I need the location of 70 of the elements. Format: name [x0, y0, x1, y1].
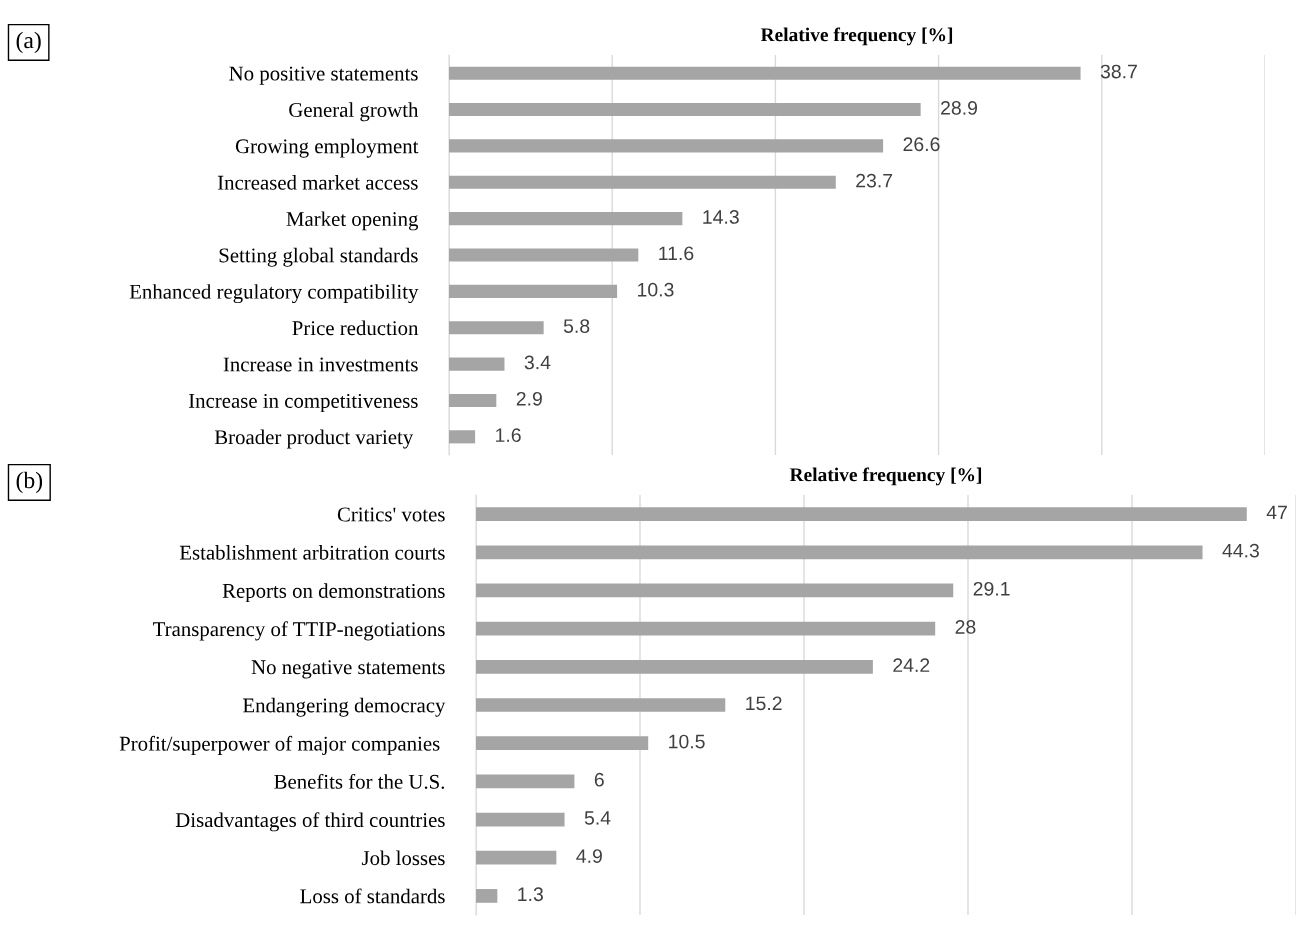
y-tick-label: Increased market access	[217, 175, 418, 190]
data-label: 29.1	[973, 581, 1010, 596]
bar	[449, 248, 639, 262]
chart-title: Relative frequency [%]	[789, 467, 982, 486]
bar	[449, 284, 618, 298]
bar	[476, 889, 498, 903]
text: (b)	[16, 471, 43, 494]
data-label: 10.5	[669, 734, 705, 749]
y-tick-label: No negative statements	[251, 660, 445, 679]
bar	[449, 175, 836, 189]
data-label: 15.2	[746, 696, 782, 711]
y-tick-label: Loss of standards	[300, 888, 445, 904]
bar	[449, 357, 505, 371]
y-tick-label: Endangering democracy	[243, 697, 446, 717]
bar	[476, 698, 726, 712]
bar	[449, 430, 476, 444]
y-tick-label: Enhanced regulatory compatibility	[129, 284, 419, 304]
y-tick-label: Profit/superpower of major companies	[119, 735, 440, 755]
bar	[449, 66, 1081, 80]
y-tick-label: Establishment arbitration courts	[179, 545, 445, 560]
y-tick-label: Increase in investments	[223, 357, 418, 372]
y-tick-label: Job losses	[361, 850, 445, 866]
bar	[476, 621, 936, 636]
data-label: 14.3	[703, 210, 739, 224]
bar	[476, 850, 557, 865]
data-label: 1.3	[518, 887, 543, 902]
y-tick-label: Price reduction	[292, 320, 419, 336]
data-label: 47	[1266, 505, 1287, 520]
data-label: 5.8	[563, 319, 590, 333]
bar	[449, 139, 884, 153]
y-tick-label: Market opening	[286, 211, 419, 231]
bar	[476, 774, 575, 789]
y-tick-label: Setting global standards	[219, 247, 418, 267]
text: (a)	[16, 31, 41, 54]
bar	[476, 812, 565, 827]
y-tick-label: Growing employment	[235, 138, 419, 158]
y-tick-label: Disadvantages of third countries	[175, 812, 445, 832]
y-tick-label: No positive statements	[229, 66, 418, 85]
data-label: 5.4	[584, 811, 611, 825]
bar	[449, 103, 921, 117]
y-tick-label: Reports on demonstrations	[222, 583, 445, 603]
bar	[449, 212, 683, 226]
data-label: 6	[594, 772, 604, 787]
bar	[476, 507, 1247, 521]
data-label: 1.6	[496, 428, 521, 443]
y-tick-label: Increase in competitiveness	[188, 393, 418, 413]
y-tick-label: General growth	[289, 102, 419, 122]
y-tick-label: Transparency of TTIP-negotiations	[153, 621, 445, 641]
bar	[476, 583, 954, 598]
data-label: 2.9	[516, 391, 542, 406]
data-label: 28	[955, 620, 976, 634]
bar	[449, 393, 497, 407]
bar	[476, 736, 649, 751]
data-label: 24.2	[893, 658, 930, 672]
y-tick-label: Benefits for the U.S.	[274, 773, 445, 789]
data-label: 4.9	[576, 849, 602, 863]
data-label: 38.7	[1100, 64, 1137, 79]
data-label: 11.6	[659, 246, 694, 261]
bar	[476, 545, 1203, 560]
data-label: 10.3	[638, 282, 674, 297]
chart-title: Relative frequency [%]	[760, 27, 953, 46]
bar	[476, 659, 873, 674]
y-tick-label: Critics' votes	[337, 507, 445, 522]
data-label: 26.6	[903, 137, 940, 152]
data-label: 3.4	[524, 355, 551, 370]
data-label: 28.9	[941, 101, 978, 115]
data-label: 44.3	[1222, 543, 1259, 558]
data-label: 23.7	[856, 173, 893, 188]
bar	[449, 321, 544, 335]
y-tick-label: Broader product variety	[214, 429, 414, 449]
